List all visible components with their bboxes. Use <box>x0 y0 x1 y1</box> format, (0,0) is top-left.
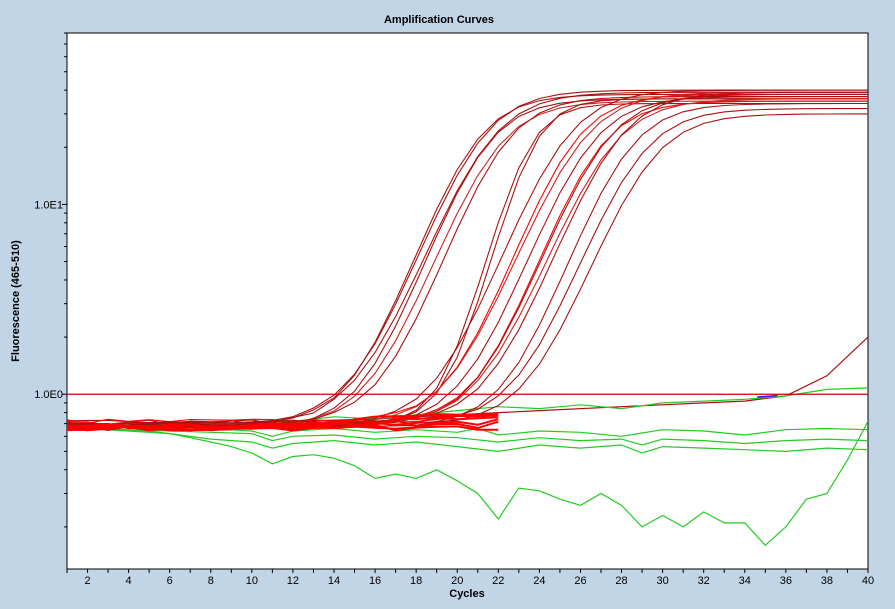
baseline-overlay-curve <box>67 418 499 432</box>
x-tick-label: 32 <box>698 575 710 587</box>
amplification-curve-13[interactable] <box>67 100 868 426</box>
series-layer <box>67 89 868 547</box>
amplification-curve-19[interactable] <box>67 113 868 427</box>
x-axis-label: Cycles <box>449 588 484 600</box>
x-tick-label: 6 <box>167 575 173 587</box>
y-axis: 1.0E0 1.0E1 <box>34 32 67 528</box>
x-tick-label: 16 <box>369 575 381 587</box>
x-tick-label: 26 <box>574 575 586 587</box>
blue-marker <box>757 394 778 398</box>
x-tick-label: 14 <box>328 575 340 587</box>
x-tick-label: 30 <box>656 575 668 587</box>
series-line-green-3[interactable] <box>67 427 868 446</box>
x-tick-label: 34 <box>739 575 751 587</box>
x-tick-label: 8 <box>208 575 214 587</box>
x-tick-label: 12 <box>287 575 299 587</box>
y-tick-label: 1.0E1 <box>34 199 63 211</box>
baseline-overlay-curve <box>67 412 499 432</box>
amplification-curve-16[interactable] <box>67 91 868 426</box>
x-tick-label: 4 <box>126 575 132 587</box>
x-tick-label: 20 <box>451 575 463 587</box>
y-tick-label: 1.0E0 <box>34 389 63 401</box>
x-tick-label: 10 <box>246 575 258 587</box>
x-tick-label: 28 <box>615 575 627 587</box>
x-tick-label: 2 <box>84 575 90 587</box>
x-tick-label: 22 <box>492 575 504 587</box>
series-line-green-4[interactable] <box>67 426 868 454</box>
y-axis-label: Fluorescence (465-510) <box>10 240 22 362</box>
x-axis: 2 4 6 8 10 12 14 16 18 20 22 24 26 28 30 32 34 36 38 40 <box>66 569 874 587</box>
chart-title: Amplification Curves <box>384 14 494 26</box>
x-tick-label: 24 <box>533 575 545 587</box>
x-tick-label: 40 <box>862 575 874 587</box>
plot-area <box>66 32 869 570</box>
series-line-green-5[interactable] <box>67 421 868 547</box>
x-tick-label: 36 <box>780 575 792 587</box>
x-tick-label: 18 <box>410 575 422 587</box>
x-tick-label: 38 <box>821 575 833 587</box>
